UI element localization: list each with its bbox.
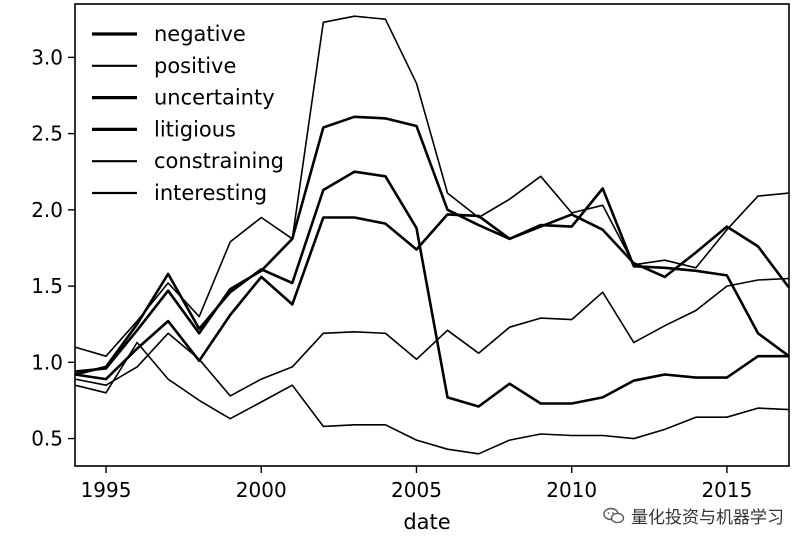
legend-label-interesting: interesting [154, 181, 267, 205]
series-line-litigious [74, 187, 790, 381]
series-line-uncertainty [74, 115, 791, 373]
x-tick-label: 2005 [391, 478, 442, 502]
x-tick-label: 2000 [236, 478, 287, 502]
y-tick-label: 3.0 [31, 45, 63, 69]
legend-label-negative: negative [154, 22, 246, 46]
legend-label-uncertainty: uncertainty [154, 86, 275, 110]
legend-label-constraining: constraining [154, 149, 284, 173]
x-tick-label: 1995 [81, 478, 132, 502]
legend: negative positive uncertainty litigious cons… [92, 22, 284, 205]
series-line-interesting [74, 341, 790, 455]
axes: 1995 2000 2005 2010 2015 0.5 1.0 1.5 2.0 2.5 3.0 da… [31, 3, 790, 534]
plot-frame [74, 3, 790, 467]
y-tick-label: 2.0 [31, 198, 63, 222]
x-tick-label: 2010 [546, 478, 597, 502]
watermark-text: 量化投资与机器学习 [631, 508, 784, 528]
x-axis-title: date [403, 510, 450, 534]
legend-label-litigious: litigious [154, 117, 236, 141]
series-lines [74, 15, 791, 455]
x-tick-label: 2015 [701, 478, 752, 502]
wechat-icon [603, 507, 625, 523]
series-line-negative [74, 170, 789, 408]
watermark: 量化投资与机器学习 [603, 503, 784, 528]
y-tick-label: 0.5 [31, 427, 63, 451]
y-tick-label: 1.0 [31, 350, 63, 374]
series-line-positive [74, 15, 790, 357]
y-tick-label: 1.5 [31, 274, 63, 298]
legend-label-positive: positive [154, 54, 236, 78]
series-line-constraining [74, 277, 790, 397]
y-tick-label: 2.5 [31, 122, 63, 146]
